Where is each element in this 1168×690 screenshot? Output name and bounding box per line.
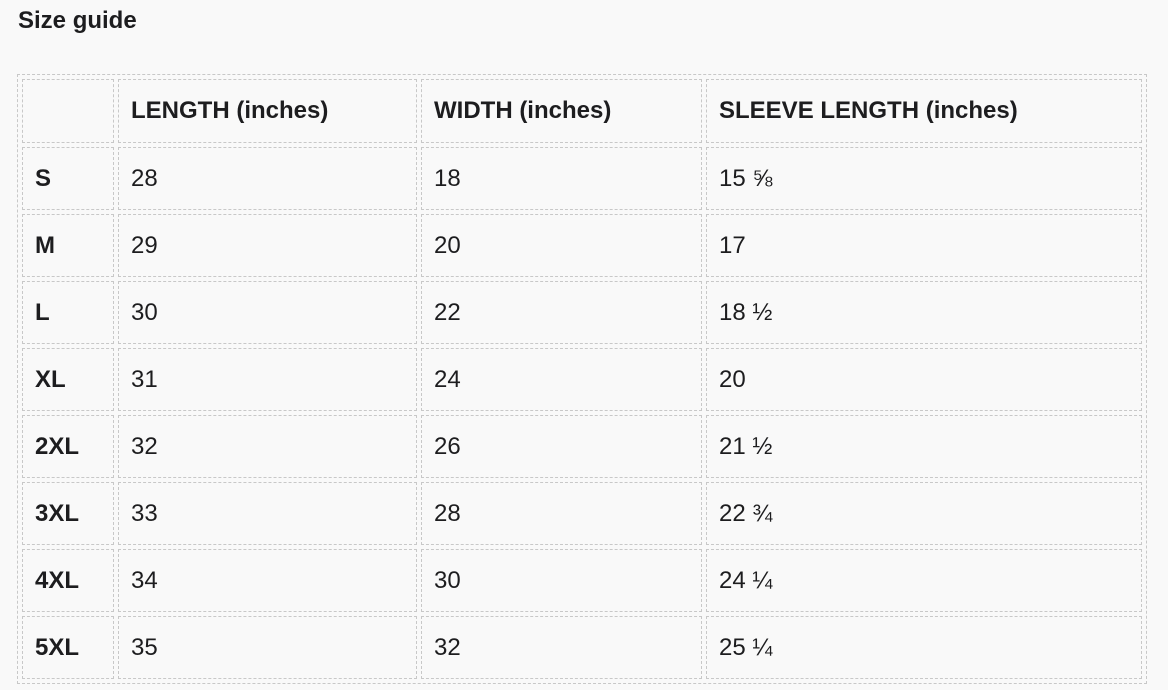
table-row: 2XL 32 26 21 ½ xyxy=(22,415,1142,478)
table-cell: 20 xyxy=(421,214,702,277)
table-cell: 31 xyxy=(118,348,417,411)
table-cell: 32 xyxy=(118,415,417,478)
table-cell: 25 ¼ xyxy=(706,616,1142,679)
size-label: L xyxy=(22,281,114,344)
table-row: M 29 20 17 xyxy=(22,214,1142,277)
table-cell: 34 xyxy=(118,549,417,612)
column-header: LENGTH (inches) xyxy=(118,79,417,143)
column-header: WIDTH (inches) xyxy=(421,79,702,143)
table-cell: 18 ½ xyxy=(706,281,1142,344)
table-cell: 22 xyxy=(421,281,702,344)
table-cell: 20 xyxy=(706,348,1142,411)
column-header: SLEEVE LENGTH (inches) xyxy=(706,79,1142,143)
table-row: 4XL 34 30 24 ¼ xyxy=(22,549,1142,612)
table-header-row: LENGTH (inches) WIDTH (inches) SLEEVE LENG… xyxy=(22,79,1142,143)
size-label: 2XL xyxy=(22,415,114,478)
table-cell: 30 xyxy=(421,549,702,612)
table-cell: 28 xyxy=(118,147,417,210)
table-row: XL 31 24 20 xyxy=(22,348,1142,411)
table-row: 3XL 33 28 22 ¾ xyxy=(22,482,1142,545)
size-label: S xyxy=(22,147,114,210)
table-cell: 35 xyxy=(118,616,417,679)
page-title: Size guide xyxy=(18,7,137,34)
table-cell: 21 ½ xyxy=(706,415,1142,478)
table-row: L 30 22 18 ½ xyxy=(22,281,1142,344)
table-cell: 30 xyxy=(118,281,417,344)
size-label: XL xyxy=(22,348,114,411)
size-label: M xyxy=(22,214,114,277)
size-label: 3XL xyxy=(22,482,114,545)
table-cell: 17 xyxy=(706,214,1142,277)
size-guide-table: LENGTH (inches) WIDTH (inches) SLEEVE LENG… xyxy=(17,74,1147,684)
table-cell: 32 xyxy=(421,616,702,679)
size-label: 5XL xyxy=(22,616,114,679)
column-header xyxy=(22,79,114,143)
table-cell: 24 ¼ xyxy=(706,549,1142,612)
table-row: 5XL 35 32 25 ¼ xyxy=(22,616,1142,679)
table-row: S 28 18 15 ⅝ xyxy=(22,147,1142,210)
table-cell: 29 xyxy=(118,214,417,277)
table-cell: 33 xyxy=(118,482,417,545)
table-cell: 24 xyxy=(421,348,702,411)
table-cell: 22 ¾ xyxy=(706,482,1142,545)
table-cell: 15 ⅝ xyxy=(706,147,1142,210)
table-cell: 18 xyxy=(421,147,702,210)
table-cell: 26 xyxy=(421,415,702,478)
size-label: 4XL xyxy=(22,549,114,612)
table-cell: 28 xyxy=(421,482,702,545)
